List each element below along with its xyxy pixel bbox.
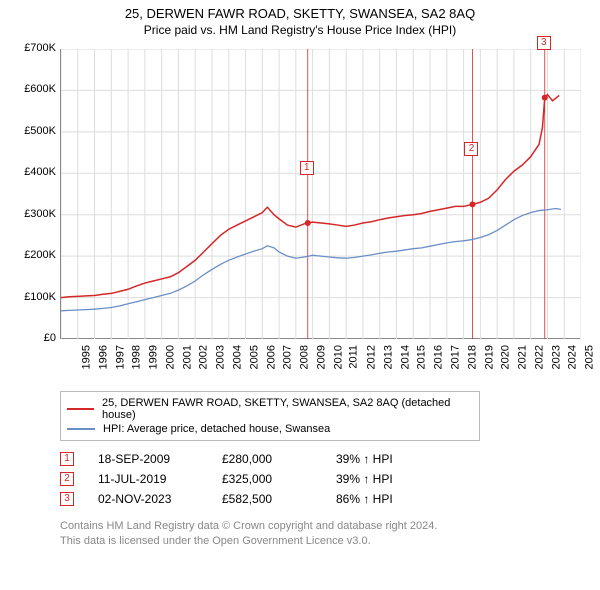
- y-tick-label: £100K: [8, 291, 56, 303]
- x-tick-label: 2000: [164, 345, 176, 369]
- y-tick-label: £200K: [8, 249, 56, 261]
- x-tick-label: 2024: [567, 345, 579, 369]
- transaction-price: £582,500: [222, 492, 312, 506]
- x-tick-label: 2019: [483, 345, 495, 369]
- chart-subtitle: Price paid vs. HM Land Registry's House …: [8, 23, 592, 37]
- legend: 25, DERWEN FAWR ROAD, SKETTY, SWANSEA, S…: [60, 391, 480, 441]
- sale-marker-badge: 3: [537, 36, 551, 50]
- x-tick-label: 2014: [399, 345, 411, 369]
- x-tick-label: 2010: [332, 345, 344, 369]
- y-tick-label: £700K: [8, 42, 56, 54]
- sale-marker-badge: 2: [464, 142, 478, 156]
- y-tick-label: £300K: [8, 208, 56, 220]
- x-tick-label: 2011: [348, 345, 360, 369]
- legend-row: HPI: Average price, detached house, Swan…: [67, 422, 473, 436]
- x-tick-label: 2006: [265, 345, 277, 369]
- legend-label: HPI: Average price, detached house, Swan…: [103, 423, 330, 435]
- transaction-diff: 86% ↑ HPI: [336, 492, 426, 506]
- x-tick-label: 2005: [248, 345, 260, 369]
- footer-line-2: This data is licensed under the Open Gov…: [60, 534, 592, 549]
- y-tick-label: £600K: [8, 83, 56, 95]
- x-tick-label: 2013: [382, 345, 394, 369]
- chart-title: 25, DERWEN FAWR ROAD, SKETTY, SWANSEA, S…: [8, 6, 592, 21]
- y-tick-label: £500K: [8, 125, 56, 137]
- x-tick-label: 2020: [500, 345, 512, 369]
- x-tick-label: 2025: [584, 345, 596, 369]
- x-tick-label: 2004: [231, 345, 243, 369]
- chart-container: 25, DERWEN FAWR ROAD, SKETTY, SWANSEA, S…: [0, 0, 600, 553]
- transaction-row: 2 11-JUL-2019 £325,000 39% ↑ HPI: [60, 469, 592, 489]
- x-tick-label: 2001: [181, 345, 193, 369]
- legend-label: 25, DERWEN FAWR ROAD, SKETTY, SWANSEA, S…: [102, 397, 473, 421]
- x-tick-label: 2003: [215, 345, 227, 369]
- x-tick-label: 2021: [517, 345, 529, 369]
- transaction-row: 3 02-NOV-2023 £582,500 86% ↑ HPI: [60, 489, 592, 509]
- x-tick-label: 1996: [97, 345, 109, 369]
- x-tick-label: 1999: [148, 345, 160, 369]
- x-tick-label: 2022: [533, 345, 545, 369]
- x-tick-label: 2016: [433, 345, 445, 369]
- transaction-row: 1 18-SEP-2009 £280,000 39% ↑ HPI: [60, 449, 592, 469]
- x-tick-label: 2023: [550, 345, 562, 369]
- transaction-badge: 2: [60, 472, 74, 486]
- transaction-badge: 1: [60, 452, 74, 466]
- plot-area: [60, 49, 580, 339]
- transaction-date: 02-NOV-2023: [98, 492, 198, 506]
- transaction-diff: 39% ↑ HPI: [336, 452, 426, 466]
- legend-row: 25, DERWEN FAWR ROAD, SKETTY, SWANSEA, S…: [67, 396, 473, 422]
- transaction-price: £325,000: [222, 472, 312, 486]
- x-tick-label: 2018: [466, 345, 478, 369]
- transaction-diff: 39% ↑ HPI: [336, 472, 426, 486]
- x-tick-label: 2007: [282, 345, 294, 369]
- transactions-table: 1 18-SEP-2009 £280,000 39% ↑ HPI 2 11-JUL-201…: [60, 449, 592, 509]
- sale-marker-badge: 1: [300, 161, 314, 175]
- transaction-price: £280,000: [222, 452, 312, 466]
- chart-area: £0 £100K £200K £300K £400K £500K £600K £700K 199…: [8, 45, 592, 385]
- footer: Contains HM Land Registry data © Crown c…: [60, 519, 592, 549]
- x-tick-label: 1997: [114, 345, 126, 369]
- transaction-date: 11-JUL-2019: [98, 472, 198, 486]
- transaction-badge: 3: [60, 492, 74, 506]
- transaction-date: 18-SEP-2009: [98, 452, 198, 466]
- x-tick-label: 1995: [80, 345, 92, 369]
- x-tick-label: 1998: [131, 345, 143, 369]
- x-tick-label: 2002: [198, 345, 210, 369]
- y-tick-label: £400K: [8, 166, 56, 178]
- x-tick-label: 2017: [450, 345, 462, 369]
- x-tick-label: 2012: [366, 345, 378, 369]
- x-tick-label: 2008: [299, 345, 311, 369]
- footer-line-1: Contains HM Land Registry data © Crown c…: [60, 519, 592, 534]
- x-tick-label: 2009: [315, 345, 327, 369]
- plot-svg: [61, 49, 581, 339]
- y-tick-label: £0: [8, 332, 56, 344]
- legend-swatch: [67, 408, 94, 410]
- legend-swatch: [67, 428, 95, 430]
- x-tick-label: 2015: [416, 345, 428, 369]
